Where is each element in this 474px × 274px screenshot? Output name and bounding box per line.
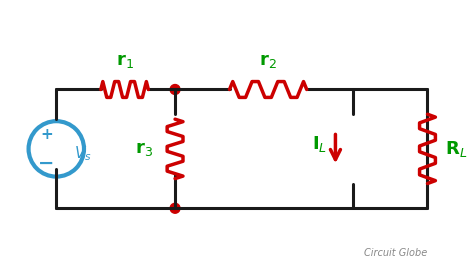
Text: Circuit Globe: Circuit Globe xyxy=(364,248,428,258)
Text: r$_1$: r$_1$ xyxy=(116,52,134,70)
Text: r$_2$: r$_2$ xyxy=(259,52,277,70)
Text: $V_s$: $V_s$ xyxy=(74,144,92,163)
Text: −: − xyxy=(38,154,55,173)
Text: I$_L$: I$_L$ xyxy=(312,134,328,154)
Text: R$_L$: R$_L$ xyxy=(445,139,468,159)
Circle shape xyxy=(170,85,180,95)
Text: r$_3$: r$_3$ xyxy=(135,140,153,158)
Text: +: + xyxy=(40,127,53,142)
Circle shape xyxy=(170,203,180,213)
